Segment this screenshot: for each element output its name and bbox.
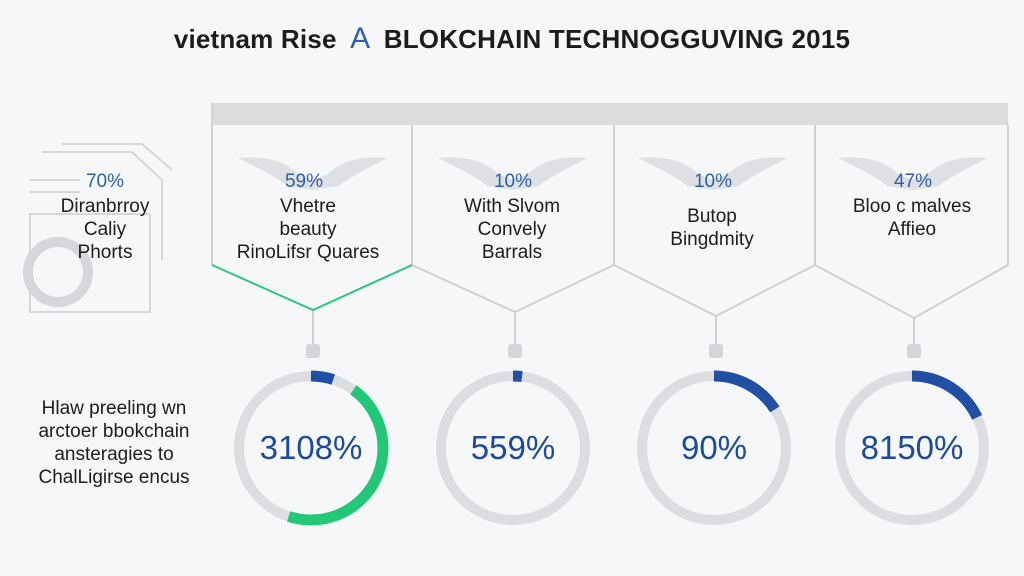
stat-percent: 59% bbox=[284, 171, 324, 192]
stat-label: Butop Bingdmity bbox=[670, 206, 754, 250]
connector-pin-icon bbox=[306, 344, 320, 358]
stat-label: With Slvom Convely Barrals bbox=[463, 196, 561, 263]
progress-ring: 8150% bbox=[832, 368, 992, 528]
page-title: vietnam Rise A BLOKCHAIN TECHNOGGUVING 2… bbox=[0, 22, 1024, 56]
connector-pin-icon bbox=[907, 344, 921, 358]
title-a-mark: A bbox=[350, 22, 371, 55]
title-part-1: vietnam Rise bbox=[173, 24, 337, 54]
header-bar bbox=[212, 103, 1008, 125]
ring-blue-arc bbox=[834, 370, 990, 526]
progress-ring: 90% bbox=[634, 368, 794, 528]
wing-ornament-icon bbox=[238, 157, 388, 190]
ring-value: 90% bbox=[680, 429, 748, 466]
side-description: Hlaw preeling wn arctoer bbokchain anste… bbox=[38, 398, 190, 488]
ring-blue-arc bbox=[435, 370, 591, 526]
stat-percent: 70% bbox=[85, 171, 125, 192]
stat-percent: 10% bbox=[693, 171, 733, 192]
stat-label: Diranbrroy Caliy Phorts bbox=[60, 196, 150, 263]
wing-ornament-icon bbox=[438, 157, 588, 190]
progress-ring: 3108% bbox=[231, 368, 391, 528]
connector-pin-icon bbox=[508, 344, 522, 358]
ring-blue-arc bbox=[636, 370, 792, 526]
stat-percent: 10% bbox=[493, 171, 533, 192]
stat-label: Bloo c malves Affieo bbox=[852, 196, 972, 240]
title-part-2: BLOKCHAIN TECHNOGGUVING 2015 bbox=[383, 24, 851, 54]
connector-pin-icon bbox=[709, 344, 723, 358]
progress-ring: 559% bbox=[433, 368, 593, 528]
ring-value: 559% bbox=[470, 429, 556, 466]
wing-ornament-icon bbox=[638, 157, 788, 190]
ring-value: 8150% bbox=[860, 429, 964, 466]
left-decoration bbox=[23, 143, 173, 313]
stat-label: Vhetre beauty RinoLifsr Quares bbox=[236, 196, 380, 263]
ring-value: 3108% bbox=[259, 429, 363, 466]
stat-percent: 47% bbox=[893, 171, 933, 192]
wing-ornament-icon bbox=[838, 157, 988, 190]
ring-green-arc bbox=[233, 370, 389, 526]
ring-blue-arc bbox=[233, 370, 389, 526]
